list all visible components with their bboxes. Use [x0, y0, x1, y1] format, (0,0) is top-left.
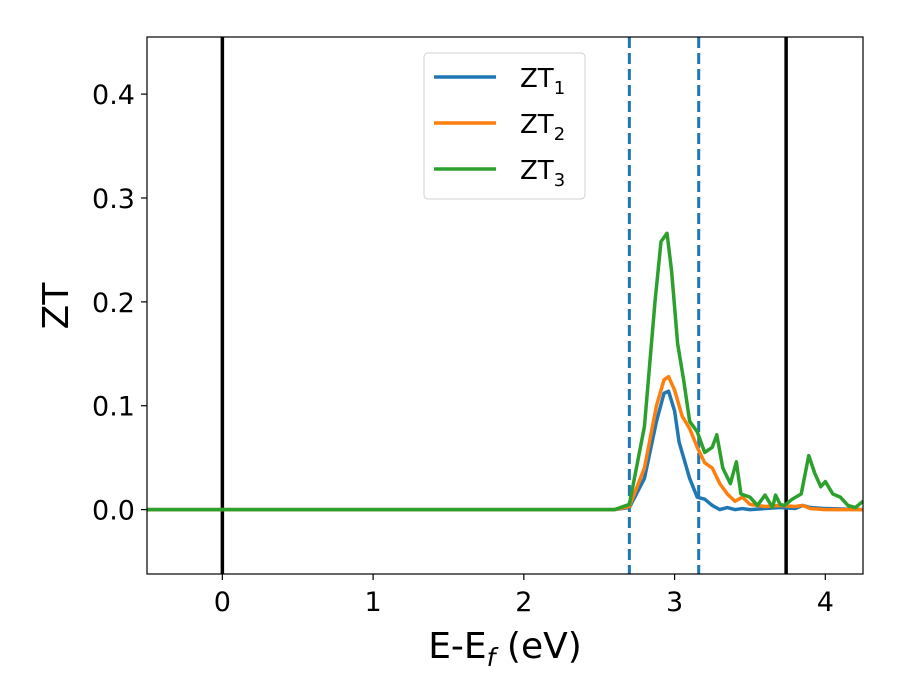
y-tick-label: 0.1 [92, 392, 135, 423]
x-tick-label: 3 [666, 587, 683, 618]
legend-label-1: ZT1 [520, 64, 565, 99]
series-line-2 [147, 374, 863, 512]
series-line-1 [147, 389, 863, 512]
y-tick-label: 0.3 [92, 184, 135, 215]
legend-label-2: ZT2 [520, 110, 565, 145]
x-tick-label: 4 [817, 587, 834, 618]
y-tick-label: 0.0 [92, 496, 135, 527]
legend-label-3: ZT3 [520, 156, 565, 191]
legend-box [423, 52, 586, 200]
x-tick-label: 2 [515, 587, 532, 618]
series-line-3 [147, 231, 863, 512]
plot-frame [146, 36, 864, 575]
y-axis-title: ZT [36, 282, 77, 330]
y-tick-label: 0.2 [92, 288, 135, 319]
x-tick-label: 0 [214, 587, 231, 618]
plot-area [147, 37, 863, 574]
y-axis: 0.0 0.1 0.2 0.3 0.4 [92, 80, 147, 527]
y-tick-label: 0.4 [92, 80, 135, 111]
x-axis-title: E-Ef (eV) [428, 626, 582, 672]
x-tick-label: 1 [365, 587, 382, 618]
legend: ZT1 ZT2 ZT3 [423, 52, 586, 200]
series-layer [147, 231, 863, 512]
reference-lines [220, 37, 788, 574]
x-axis: 0 1 2 3 4 [214, 574, 834, 618]
